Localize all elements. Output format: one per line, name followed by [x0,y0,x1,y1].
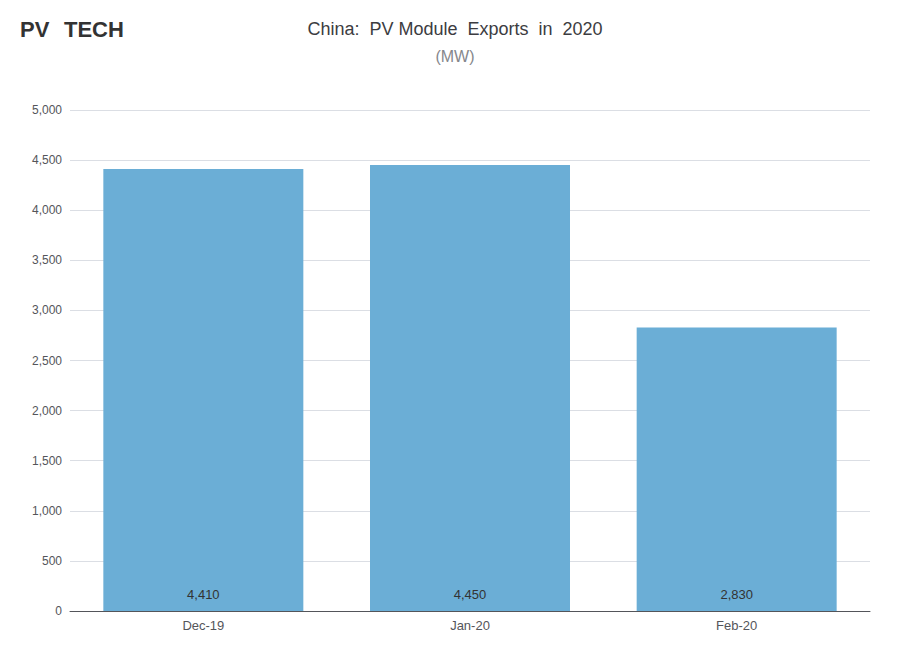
svg-text:4,000: 4,000 [32,203,62,217]
svg-text:500: 500 [42,554,62,568]
svg-text:Feb-20: Feb-20 [716,618,757,633]
svg-text:3,500: 3,500 [32,253,62,267]
svg-text:Jan-20: Jan-20 [450,618,490,633]
svg-text:(MW): (MW) [435,48,474,65]
svg-text:1,000: 1,000 [32,504,62,518]
svg-text:PV: PV [20,17,50,42]
svg-text:2,500: 2,500 [32,354,62,368]
svg-text:2,000: 2,000 [32,404,62,418]
svg-text:2,830: 2,830 [720,587,753,602]
svg-text:4,410: 4,410 [187,587,220,602]
svg-text:5,000: 5,000 [32,103,62,117]
svg-text:0: 0 [55,604,62,618]
svg-text:4,500: 4,500 [32,153,62,167]
svg-text:China: PV Module Exports in: China: PV Module Exports in 2020 [307,19,602,39]
svg-text:TECH: TECH [64,17,124,42]
svg-text:Dec-19: Dec-19 [182,618,224,633]
svg-text:3,000: 3,000 [32,303,62,317]
svg-text:4,450: 4,450 [454,587,487,602]
svg-text:1,500: 1,500 [32,454,62,468]
